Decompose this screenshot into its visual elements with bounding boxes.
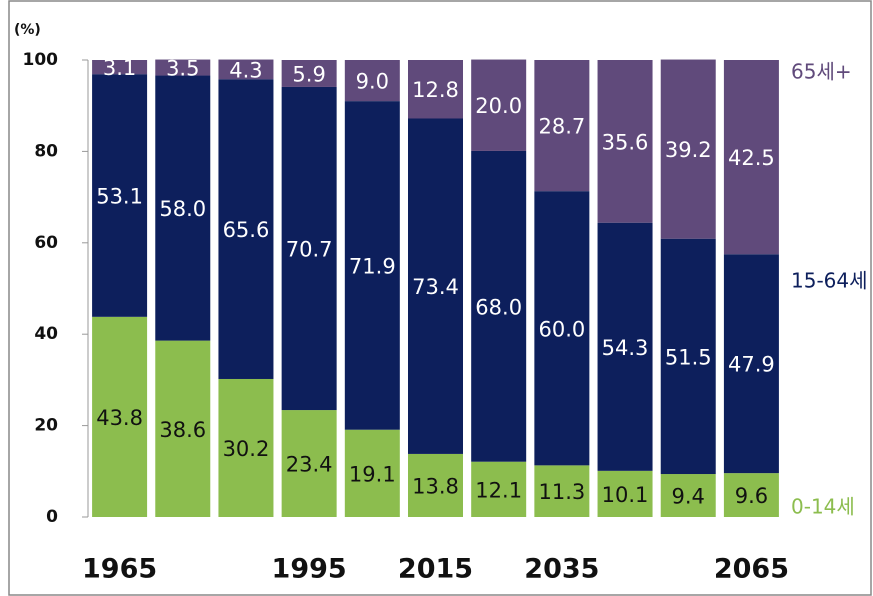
bar-segment — [471, 150, 527, 462]
bar-segment — [723, 60, 779, 255]
value-label: 3.1 — [103, 56, 136, 80]
series-name: 0-14세 — [791, 495, 855, 519]
y-tick-label: 60 — [34, 233, 58, 253]
value-label: 19.1 — [349, 462, 396, 486]
x-tick-label: 1965 — [82, 554, 157, 585]
value-label: 47.9 — [728, 353, 775, 377]
value-label: 4.3 — [229, 58, 262, 82]
bar-segment — [92, 60, 148, 75]
value-label: 70.7 — [286, 238, 333, 262]
bar-segment — [534, 191, 590, 466]
value-label: 9.6 — [735, 484, 768, 508]
value-label: 12.1 — [475, 478, 522, 502]
bar-segment — [408, 60, 463, 119]
value-label: 35.6 — [602, 130, 649, 154]
y-tick-label: 0 — [46, 507, 58, 527]
bar-segment — [218, 79, 274, 379]
value-label: 12.8 — [412, 78, 459, 102]
y-tick-label: 80 — [34, 141, 58, 161]
value-label: 9.4 — [672, 485, 705, 509]
series-name: 15-64세 — [791, 269, 868, 293]
bar-segment — [92, 316, 148, 517]
value-label: 39.2 — [665, 138, 712, 162]
value-label: 9.0 — [356, 70, 389, 94]
bar-segment — [534, 465, 590, 517]
bar-segment — [597, 60, 653, 223]
bar-segment — [218, 59, 274, 80]
value-label: 51.5 — [665, 345, 712, 369]
y-tick-label: 20 — [34, 416, 58, 436]
bar-segment — [155, 75, 211, 341]
value-label: 10.1 — [602, 483, 649, 507]
bar-segment — [471, 461, 527, 517]
bar-segment — [281, 60, 337, 87]
value-label: 53.1 — [96, 185, 143, 209]
frame — [8, 0, 872, 596]
bar-segment — [344, 429, 400, 517]
bar-segment — [408, 453, 463, 517]
bar-segment — [660, 474, 716, 517]
value-label: 71.9 — [349, 254, 396, 278]
y-tick-label: 40 — [34, 324, 58, 344]
bar-segment — [218, 378, 274, 517]
value-label: 5.9 — [292, 62, 325, 86]
bar-segment — [597, 470, 653, 517]
bar-segment — [408, 118, 463, 454]
x-tick-label: 2015 — [398, 554, 473, 585]
value-label: 13.8 — [412, 474, 459, 498]
bar-segment — [281, 410, 337, 517]
bar-segment — [660, 238, 716, 475]
value-label: 60.0 — [538, 317, 585, 341]
value-label: 11.3 — [538, 480, 585, 504]
value-label: 42.5 — [728, 146, 775, 170]
series-name: 65세+ — [791, 60, 852, 84]
x-tick-label: 2065 — [714, 554, 789, 585]
bar-segment — [660, 59, 716, 239]
bar-segment — [597, 222, 653, 471]
value-label: 58.0 — [159, 197, 206, 221]
value-label: 20.0 — [475, 94, 522, 118]
value-label: 38.6 — [159, 418, 206, 442]
bar-segment — [281, 86, 337, 411]
value-label: 28.7 — [538, 115, 585, 139]
bar-segment — [155, 340, 211, 517]
bar-segment — [92, 74, 148, 317]
x-tick-label: 2035 — [524, 554, 599, 585]
value-label: 30.2 — [223, 437, 270, 461]
bar-segment — [344, 60, 400, 102]
value-label: 43.8 — [96, 406, 143, 430]
value-label: 68.0 — [475, 295, 522, 319]
value-label: 65.6 — [223, 218, 270, 242]
bar-segment — [723, 473, 779, 517]
value-label: 23.4 — [286, 453, 333, 477]
bar-segment — [723, 254, 779, 474]
x-tick-label: 1995 — [272, 554, 347, 585]
bar-segment — [471, 59, 527, 151]
value-label: 54.3 — [602, 336, 649, 360]
value-label: 73.4 — [412, 275, 459, 299]
value-label: 3.5 — [166, 57, 199, 81]
bar-segment — [155, 59, 211, 76]
y-unit: (%) — [14, 22, 41, 38]
y-tick-label: 100 — [23, 50, 59, 70]
bar-segment — [344, 101, 400, 430]
bar-segment — [534, 60, 590, 192]
